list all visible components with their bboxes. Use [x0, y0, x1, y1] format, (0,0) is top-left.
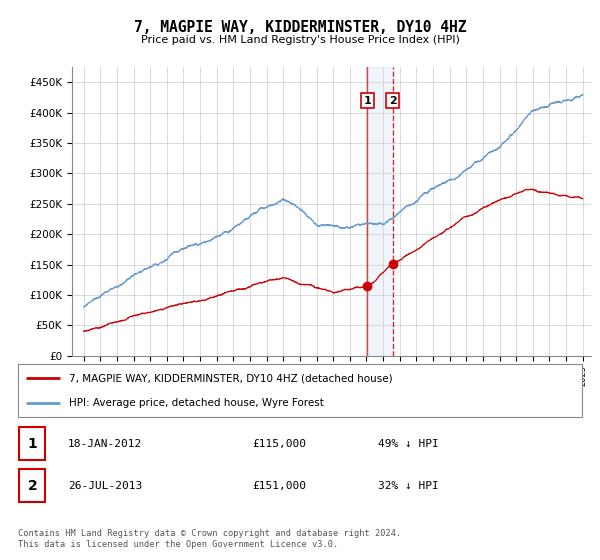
Text: 1: 1 [28, 437, 37, 451]
Text: HPI: Average price, detached house, Wyre Forest: HPI: Average price, detached house, Wyre… [69, 398, 323, 408]
Text: 18-JAN-2012: 18-JAN-2012 [68, 439, 142, 449]
Text: 7, MAGPIE WAY, KIDDERMINSTER, DY10 4HZ (detached house): 7, MAGPIE WAY, KIDDERMINSTER, DY10 4HZ (… [69, 374, 392, 384]
Text: 2: 2 [389, 96, 397, 106]
Text: 26-JUL-2013: 26-JUL-2013 [68, 481, 142, 491]
Text: 49% ↓ HPI: 49% ↓ HPI [378, 439, 439, 449]
Text: Contains HM Land Registry data © Crown copyright and database right 2024.
This d: Contains HM Land Registry data © Crown c… [18, 529, 401, 549]
Text: 32% ↓ HPI: 32% ↓ HPI [378, 481, 439, 491]
Text: 1: 1 [364, 96, 371, 106]
Text: £115,000: £115,000 [252, 439, 306, 449]
FancyBboxPatch shape [19, 427, 46, 460]
FancyBboxPatch shape [19, 469, 46, 502]
Text: Price paid vs. HM Land Registry's House Price Index (HPI): Price paid vs. HM Land Registry's House … [140, 35, 460, 45]
Text: 7, MAGPIE WAY, KIDDERMINSTER, DY10 4HZ: 7, MAGPIE WAY, KIDDERMINSTER, DY10 4HZ [134, 20, 466, 35]
FancyBboxPatch shape [18, 364, 582, 417]
Bar [367, 67, 393, 356]
Text: 2: 2 [28, 479, 37, 493]
Text: £151,000: £151,000 [252, 481, 306, 491]
